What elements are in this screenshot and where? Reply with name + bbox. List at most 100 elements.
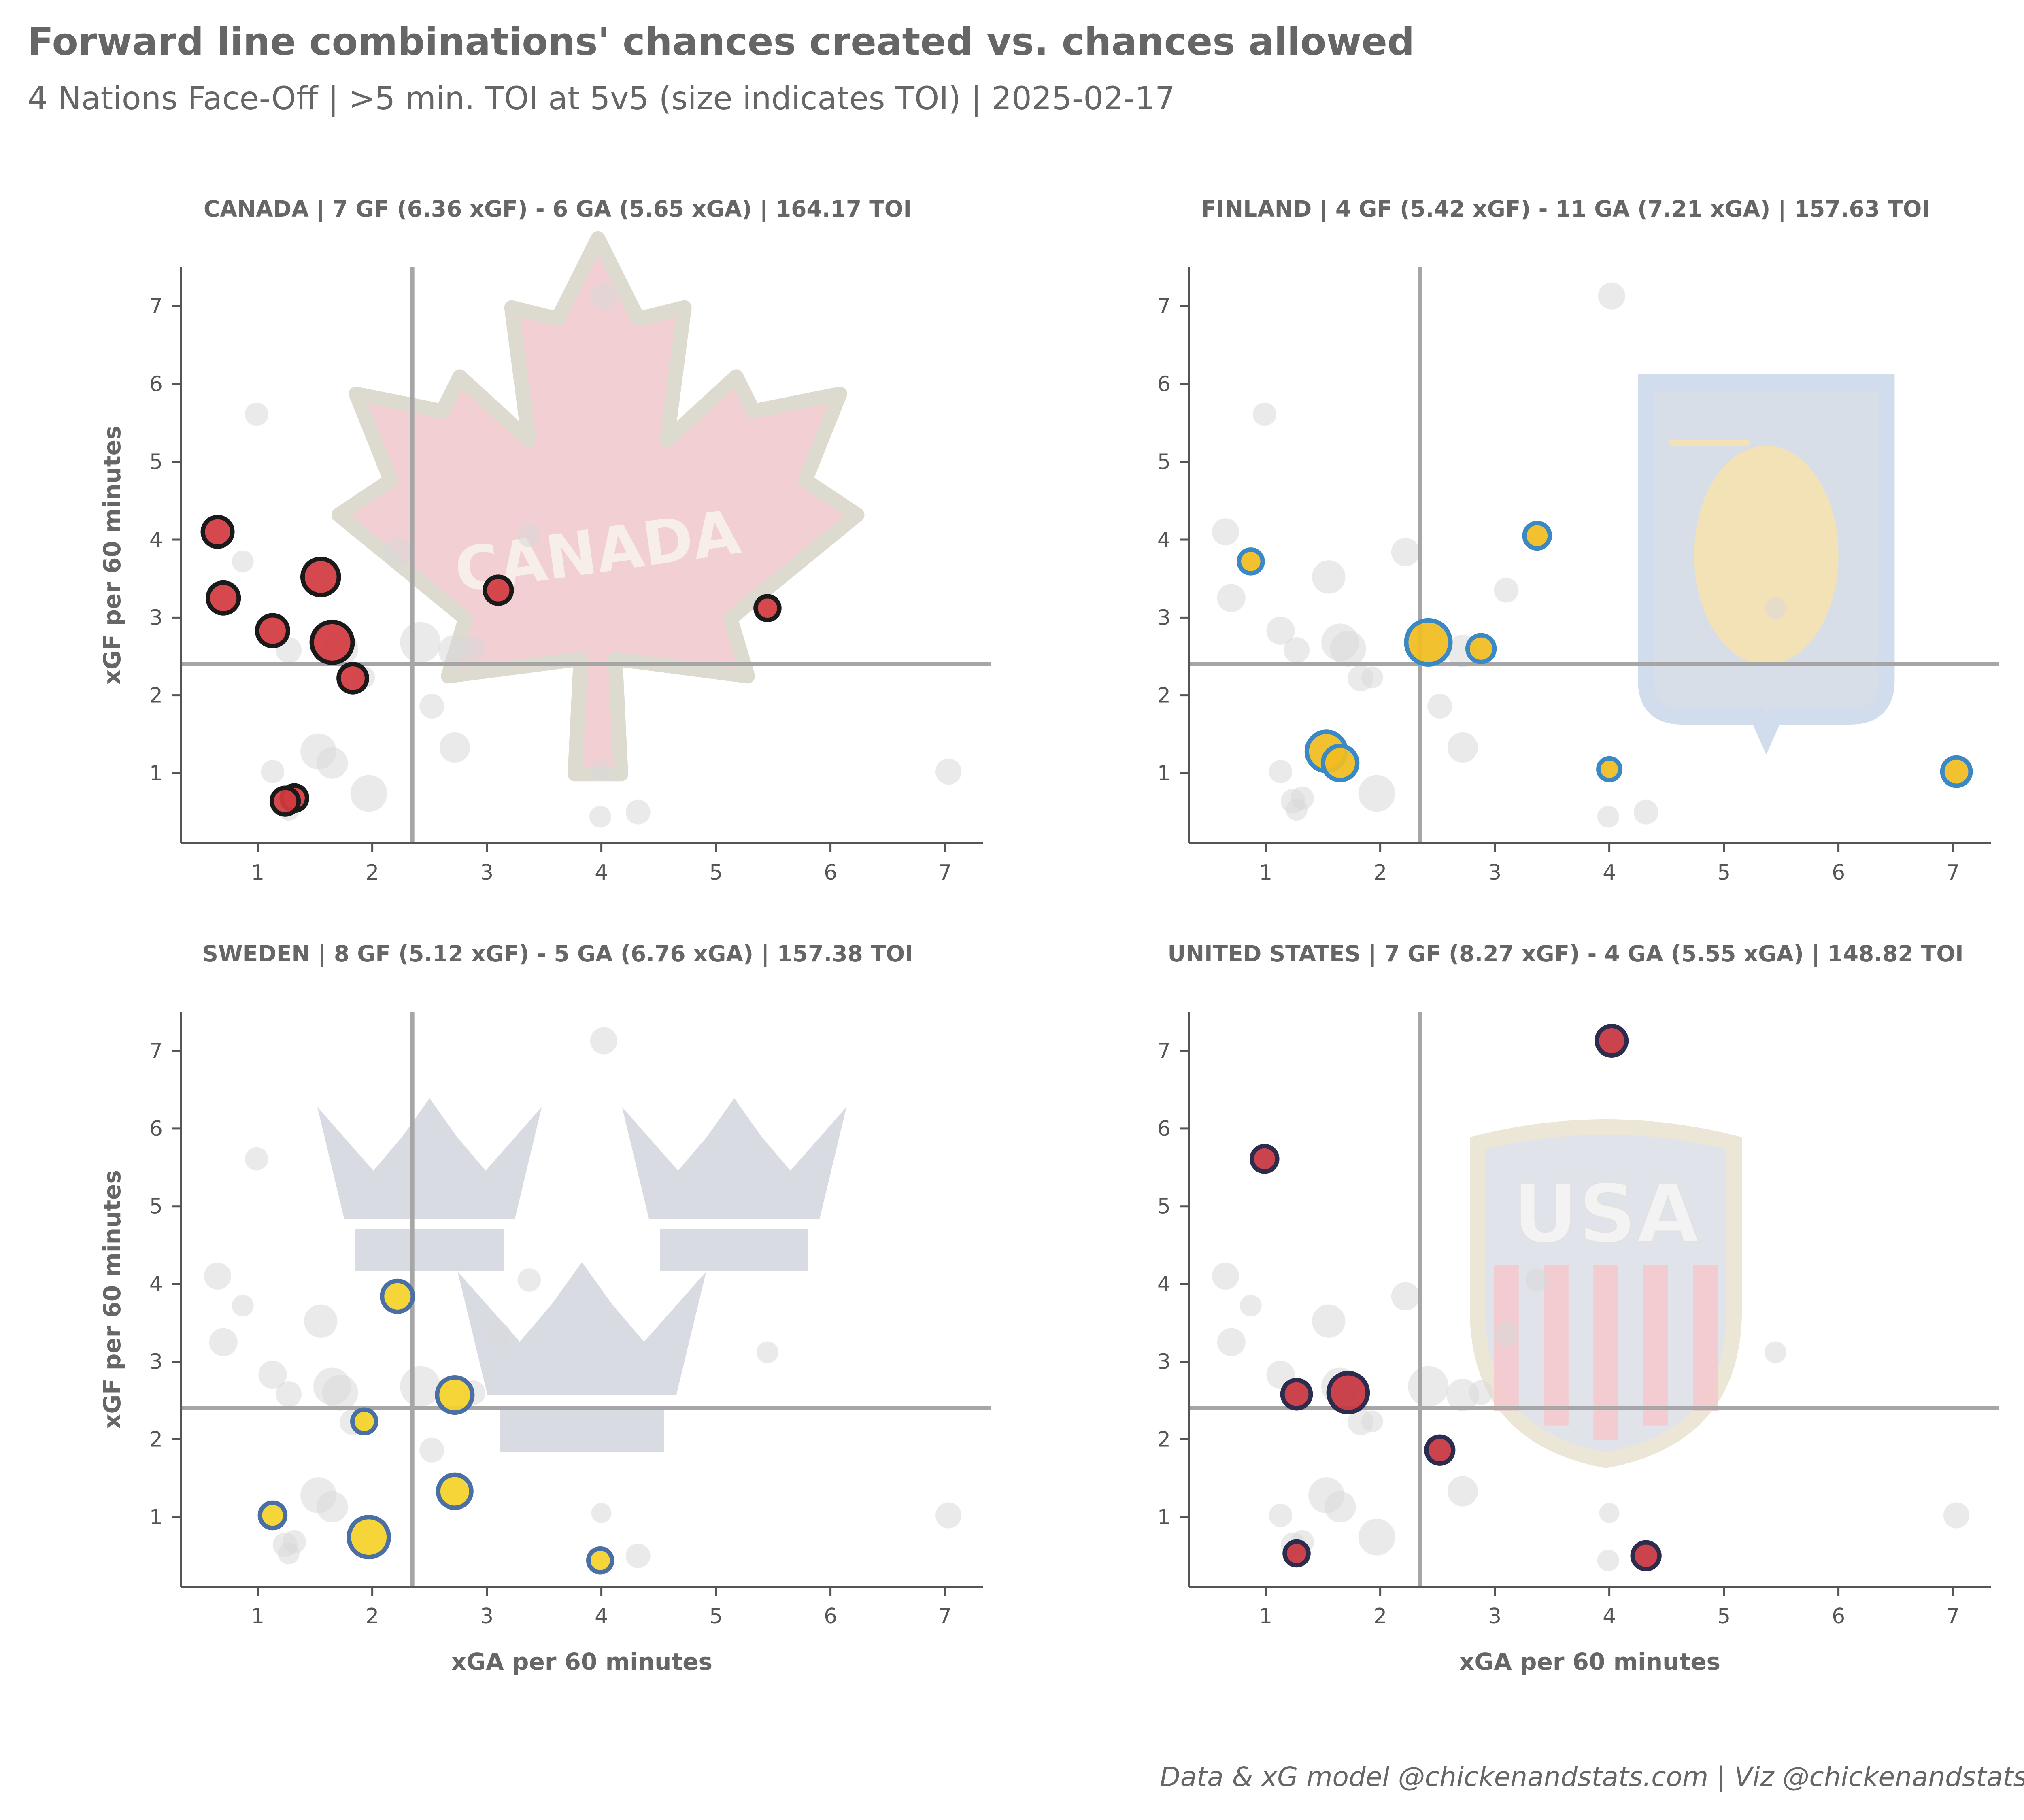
- team-point: [300, 557, 341, 597]
- background-point: [1312, 560, 1346, 594]
- background-point: [590, 282, 617, 310]
- background-point: [1633, 799, 1658, 825]
- team-point: [1326, 1371, 1370, 1415]
- x-tick-label: 7: [1946, 861, 1960, 885]
- x-tick-label: 4: [595, 1604, 608, 1629]
- background-point: [232, 1295, 254, 1317]
- x-tick-label: 1: [1259, 861, 1272, 885]
- x-axis-label: xGA per 60 minutes: [451, 1648, 712, 1675]
- background-point: [1324, 1491, 1356, 1523]
- team-point: [435, 1375, 475, 1415]
- background-point: [591, 1503, 612, 1523]
- team-points: [200, 515, 782, 817]
- y-tick-label: 3: [149, 606, 163, 630]
- panel-canada: CANADA | 7 GF (6.36 xGF) - 6 GA (5.65 xG…: [98, 196, 991, 885]
- background-point: [419, 1437, 444, 1463]
- background-point: [517, 1268, 541, 1292]
- y-tick-label: 6: [1157, 1117, 1171, 1141]
- background-point: [1361, 1410, 1383, 1433]
- x-tick-label: 3: [480, 861, 493, 885]
- background-point: [400, 1366, 441, 1407]
- background-point: [1239, 1295, 1262, 1317]
- x-tick-label: 4: [1603, 861, 1616, 885]
- background-point: [1427, 694, 1452, 719]
- team-point: [586, 1546, 614, 1575]
- background-point: [757, 1341, 778, 1363]
- y-tick-label: 7: [1157, 294, 1171, 319]
- background-point: [625, 1543, 651, 1568]
- team-point: [1522, 521, 1552, 551]
- x-tick-label: 3: [1488, 1604, 1501, 1629]
- background-point: [1361, 666, 1383, 689]
- background-point: [1283, 637, 1310, 663]
- background-point: [1494, 1322, 1519, 1347]
- background-point: [316, 1491, 348, 1523]
- y-tick-label: 5: [1157, 450, 1171, 474]
- y-tick-label: 5: [149, 1195, 163, 1219]
- x-tick-label: 1: [1259, 1604, 1272, 1629]
- y-tick-label: 6: [149, 1117, 163, 1141]
- figure-title: Forward line combinations' chances creat…: [28, 20, 1414, 64]
- y-tick-label: 4: [1157, 528, 1171, 552]
- x-tick-label: 5: [709, 861, 723, 885]
- x-tick-label: 1: [251, 861, 264, 885]
- x-tick-label: 6: [824, 861, 837, 885]
- team-point: [1465, 633, 1497, 664]
- background-point: [400, 622, 441, 663]
- x-tick-label: 2: [1373, 1604, 1387, 1629]
- team-point: [336, 661, 369, 695]
- team-point: [380, 1278, 415, 1314]
- x-tick-label: 5: [709, 1604, 723, 1629]
- usa-shield-logo: USA: [1470, 1119, 1742, 1468]
- background-point: [275, 1381, 302, 1408]
- background-point: [1599, 1503, 1620, 1523]
- x-axis-label: xGA per 60 minutes: [1459, 1648, 1720, 1675]
- background-point: [1212, 1262, 1239, 1290]
- x-tick-label: 2: [1373, 861, 1387, 885]
- y-tick-label: 1: [1157, 1505, 1171, 1529]
- background-point: [1286, 799, 1308, 821]
- y-tick-label: 4: [1157, 1272, 1171, 1297]
- team-points: [1250, 1024, 1662, 1571]
- panel-title: CANADA | 7 GF (6.36 xGF) - 6 GA (5.65 xG…: [204, 196, 912, 222]
- background-point: [1312, 1304, 1346, 1338]
- background-point: [1765, 597, 1786, 619]
- background-point: [245, 1147, 268, 1171]
- team-point: [1250, 1144, 1280, 1174]
- panel-title: SWEDEN | 8 GF (5.12 xGF) - 5 GA (6.76 xG…: [202, 941, 913, 967]
- background-point: [589, 806, 611, 828]
- y-tick-label: 7: [1157, 1039, 1171, 1063]
- y-tick-label: 2: [1157, 1427, 1171, 1452]
- y-tick-label: 7: [149, 1039, 163, 1063]
- team-point: [1282, 1539, 1311, 1568]
- team-point: [1595, 1024, 1629, 1058]
- panel-sweden: SWEDEN | 8 GF (5.12 xGF) - 5 GA (6.76 xG…: [98, 941, 991, 1675]
- background-point: [1212, 518, 1239, 546]
- team-point: [257, 1500, 288, 1531]
- background-points: [204, 1027, 962, 1571]
- team-point: [1280, 1378, 1313, 1411]
- background-point: [1494, 578, 1519, 603]
- team-point: [1596, 756, 1623, 782]
- team-point: [350, 1407, 378, 1436]
- background-point: [245, 402, 268, 426]
- team-point: [436, 1472, 474, 1510]
- background-point: [1358, 1518, 1395, 1556]
- panel-finland: FINLAND | 4 GF (5.42 xGF) - 11 GA (7.21 …: [1157, 196, 1999, 885]
- y-tick-label: 1: [149, 1505, 163, 1529]
- background-point: [383, 538, 412, 566]
- panel-united-states: UNITED STATES | 7 GF (8.27 xGF) - 4 GA (…: [1157, 941, 1999, 1675]
- background-point: [419, 694, 444, 719]
- x-tick-label: 6: [1832, 1604, 1845, 1629]
- team-point: [1424, 1434, 1456, 1466]
- background-point: [935, 759, 962, 785]
- background-point: [209, 1328, 238, 1356]
- team-point: [1237, 547, 1265, 576]
- background-point: [438, 634, 471, 668]
- team-point: [200, 515, 235, 549]
- x-tick-label: 4: [1603, 1604, 1616, 1629]
- team-point: [269, 785, 301, 817]
- footer-credits: Data & xG model @chickenandstats.com | V…: [1160, 1761, 2024, 1792]
- background-point: [1598, 282, 1625, 310]
- background-point: [258, 1361, 287, 1389]
